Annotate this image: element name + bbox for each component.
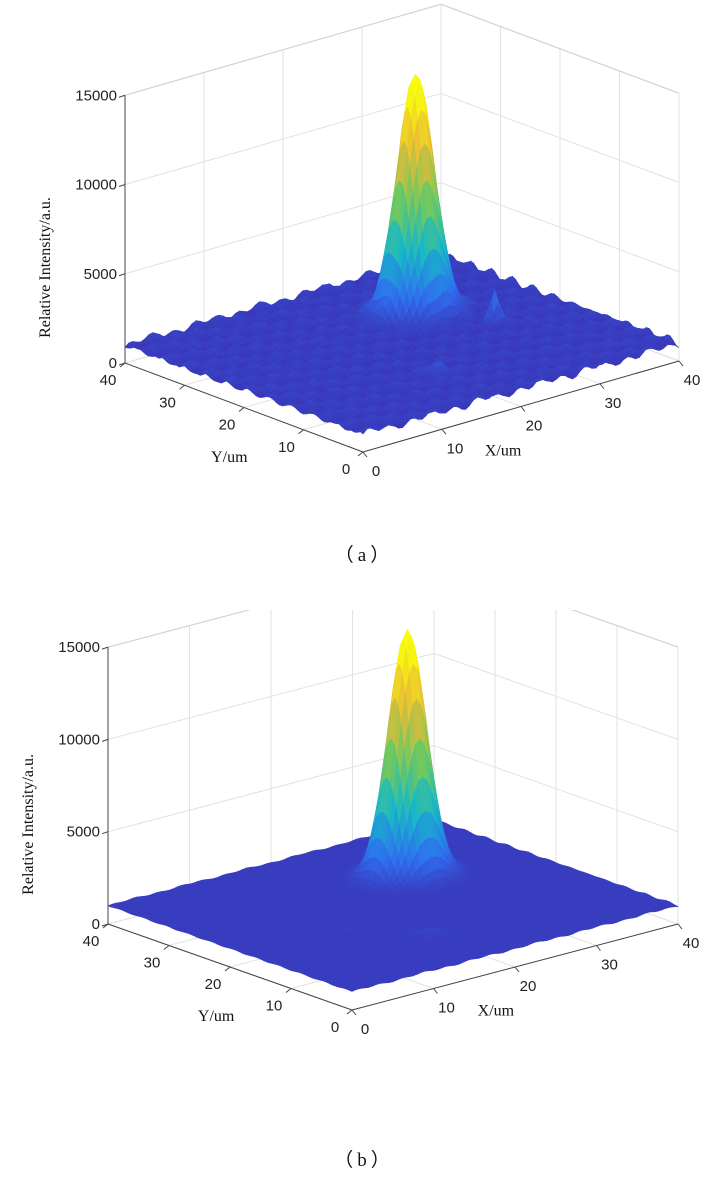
surface-plot-a: 0 10 20 30 40 0 10 20 30 40 0 5000 10000 15000 X/um Y/u… bbox=[0, 0, 728, 515]
surface-plot-a-svg: 010203040010203040050001000015000X/umY/u… bbox=[37, 3, 700, 480]
grid-line bbox=[124, 3, 442, 96]
grid-line bbox=[440, 93, 680, 183]
surface bbox=[124, 73, 680, 435]
grid-line bbox=[124, 93, 442, 185]
grid-line bbox=[124, 182, 442, 275]
grid-line bbox=[440, 3, 680, 94]
grid-line bbox=[440, 182, 680, 273]
